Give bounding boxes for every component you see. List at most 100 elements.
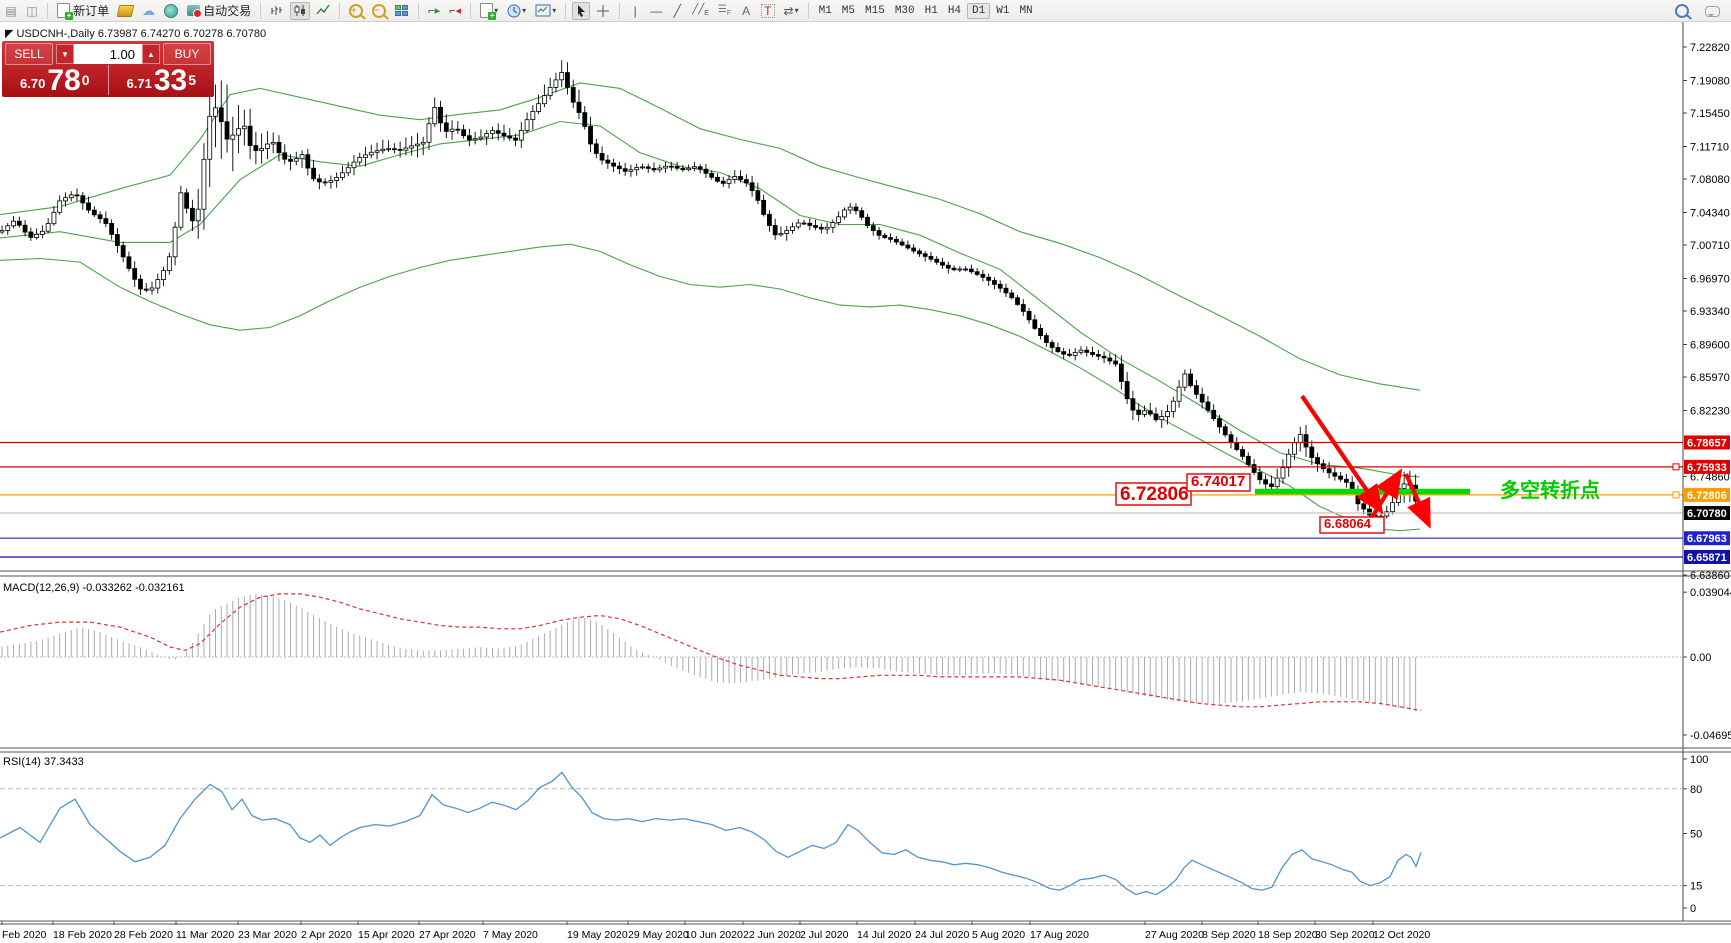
timeframe-M1[interactable]: M1 bbox=[818, 4, 832, 17]
trend-arrow[interactable] bbox=[1404, 473, 1431, 529]
pane-separators[interactable] bbox=[0, 570, 1731, 925]
svg-text:6.70780: 6.70780 bbox=[1687, 508, 1727, 520]
date-label: 24 Jul 2020 bbox=[915, 929, 969, 941]
cn-annotation-text[interactable]: 多空转折点 bbox=[1500, 478, 1600, 502]
price-callout-text: 6.72806 bbox=[1120, 484, 1189, 505]
timeframe-bar: M1 M5 M15 M30 H1 H4 D1 W1 MN bbox=[815, 2, 1037, 19]
svg-text:80: 80 bbox=[1690, 784, 1702, 796]
ohlc-high: 6.74270 bbox=[140, 28, 181, 40]
crosshair-icon[interactable] bbox=[593, 2, 613, 20]
zoom-in-icon[interactable]: + bbox=[346, 2, 366, 20]
price-callout-box[interactable] bbox=[1186, 473, 1251, 492]
volume-increase-button[interactable]: ▲ bbox=[142, 44, 160, 64]
new-chart-dropdown[interactable]: + ▾ bbox=[477, 2, 501, 20]
svg-text:100: 100 bbox=[1690, 754, 1708, 766]
chat-icon[interactable] bbox=[1702, 2, 1723, 20]
svg-text:0.00: 0.00 bbox=[1690, 652, 1711, 664]
date-label: 2 Apr 2020 bbox=[301, 929, 352, 941]
date-label: 14 Jul 2020 bbox=[857, 929, 911, 941]
equidistant-channel-icon[interactable]: ╱╱E bbox=[692, 3, 709, 17]
fibonacci-icon[interactable]: ☰F bbox=[717, 3, 732, 17]
auto-trading-button[interactable]: 自动交易 bbox=[184, 2, 254, 20]
axis-price-label bbox=[1684, 487, 1730, 502]
bar-chart-icon[interactable] bbox=[267, 2, 287, 20]
horizontal-lines[interactable] bbox=[0, 441, 1683, 558]
timeframe-H1[interactable]: H1 bbox=[924, 4, 938, 17]
separator bbox=[470, 2, 472, 19]
collapse-icon[interactable]: ◤ bbox=[5, 28, 14, 40]
macd-label: MACD(12,26,9) -0.033262 -0.032161 bbox=[3, 582, 185, 594]
svg-text:6.65871: 6.65871 bbox=[1687, 552, 1727, 564]
auto-trading-label: 自动交易 bbox=[203, 4, 252, 18]
text-tool-icon[interactable]: A bbox=[742, 3, 751, 18]
separator bbox=[260, 2, 262, 19]
tick-chart-icon[interactable]: ◫ bbox=[26, 3, 38, 18]
timeframe-M5[interactable]: M5 bbox=[841, 4, 855, 17]
axis-price-label bbox=[1684, 459, 1730, 474]
trend-arrow[interactable] bbox=[1300, 394, 1384, 515]
timeframe-MN[interactable]: MN bbox=[1019, 4, 1033, 17]
ohlc-close: 6.70780 bbox=[226, 28, 267, 40]
templates-dropdown[interactable]: ▾ bbox=[532, 2, 559, 20]
date-label: 22 Jun 2020 bbox=[743, 929, 801, 941]
candlestick-chart-icon[interactable] bbox=[290, 1, 311, 20]
support-line-segment[interactable] bbox=[1255, 488, 1470, 495]
rsi-line bbox=[0, 771, 1422, 896]
chart-shift-icon[interactable]: ⌐◂ bbox=[449, 5, 462, 17]
svg-text:50: 50 bbox=[1690, 829, 1702, 841]
vertical-line-icon[interactable]: | bbox=[633, 3, 637, 18]
price-callout-box[interactable] bbox=[1115, 482, 1192, 506]
cloud-icon[interactable]: ☁ bbox=[142, 3, 156, 18]
price-callout-text: 6.68064 bbox=[1324, 516, 1372, 531]
axis-tick-label: 6.89600 bbox=[1690, 339, 1730, 351]
new-order-button[interactable]: + 新订单 bbox=[54, 2, 112, 20]
buy-price[interactable]: 6.71 33 5 bbox=[126, 64, 196, 97]
volume-input[interactable]: 1.00 bbox=[74, 44, 142, 64]
timeframe-D1[interactable]: D1 bbox=[967, 2, 991, 19]
trendline-icon[interactable]: ╱ bbox=[673, 3, 681, 18]
chart-window-icon[interactable]: ▤ bbox=[5, 3, 17, 18]
sell-price[interactable]: 6.70 78 0 bbox=[2, 65, 109, 96]
sell-button[interactable]: SELL bbox=[5, 43, 53, 65]
date-label: Feb 2020 bbox=[2, 929, 47, 941]
horizontal-line-icon[interactable]: — bbox=[650, 3, 663, 18]
date-label: 15 Apr 2020 bbox=[358, 929, 415, 941]
line-handle[interactable] bbox=[1672, 491, 1680, 499]
date-axis: Feb 2020 18 Feb 2020 28 Feb 2020 11 Mar 202… bbox=[1, 921, 1430, 941]
arrows-tool-dropdown[interactable]: ⇄ ▾ bbox=[783, 3, 799, 18]
signals-icon[interactable] bbox=[161, 2, 181, 20]
separator bbox=[619, 2, 621, 19]
one-click-trading-panel: SELL ▼ 1.00 ▲ BUY 6.70 78 0 6.71 33 5 bbox=[2, 41, 214, 97]
search-icon[interactable] bbox=[1672, 2, 1692, 20]
separator bbox=[807, 2, 809, 19]
timeframe-M30[interactable]: M30 bbox=[894, 4, 915, 17]
line-chart-icon[interactable] bbox=[313, 2, 333, 20]
axis-price-label bbox=[1684, 549, 1730, 564]
cursor-icon[interactable] bbox=[572, 1, 591, 20]
date-label: 5 Aug 2020 bbox=[972, 929, 1025, 941]
timeframe-H4[interactable]: H4 bbox=[947, 4, 962, 17]
timeframe-M15[interactable]: M15 bbox=[865, 4, 885, 17]
date-label: 27 Apr 2020 bbox=[419, 929, 476, 941]
date-label: 19 May 2020 bbox=[567, 929, 628, 941]
history-center-icon[interactable] bbox=[115, 2, 136, 20]
timeframe-W1[interactable]: W1 bbox=[996, 4, 1010, 17]
buy-button[interactable]: BUY bbox=[163, 43, 211, 65]
zoom-out-icon[interactable]: − bbox=[369, 2, 389, 20]
text-label-tool-icon[interactable]: T bbox=[758, 2, 777, 20]
volume-decrease-button[interactable]: ▼ bbox=[56, 44, 74, 64]
line-handle[interactable] bbox=[1672, 463, 1680, 471]
svg-text:0: 0 bbox=[1690, 903, 1696, 915]
auto-scroll-icon[interactable]: ⌐▸ bbox=[428, 5, 441, 17]
axis-tick-label: 6.82230 bbox=[1690, 405, 1730, 417]
price-callout-box[interactable] bbox=[1319, 516, 1385, 534]
rsi-pane: 100 80 50 15 0 RSI(14) 37.3433 bbox=[0, 754, 1708, 915]
new-order-icon: + bbox=[57, 3, 73, 20]
symbol-header: ◤ USDCNH-,Daily 6.73987 6.74270 6.70278 … bbox=[5, 27, 266, 40]
tile-windows-icon[interactable] bbox=[392, 2, 412, 20]
date-label: 10 Jun 2020 bbox=[685, 929, 743, 941]
profiles-dropdown[interactable]: ▾ bbox=[504, 2, 529, 20]
date-label: 12 Oct 2020 bbox=[1373, 929, 1430, 941]
